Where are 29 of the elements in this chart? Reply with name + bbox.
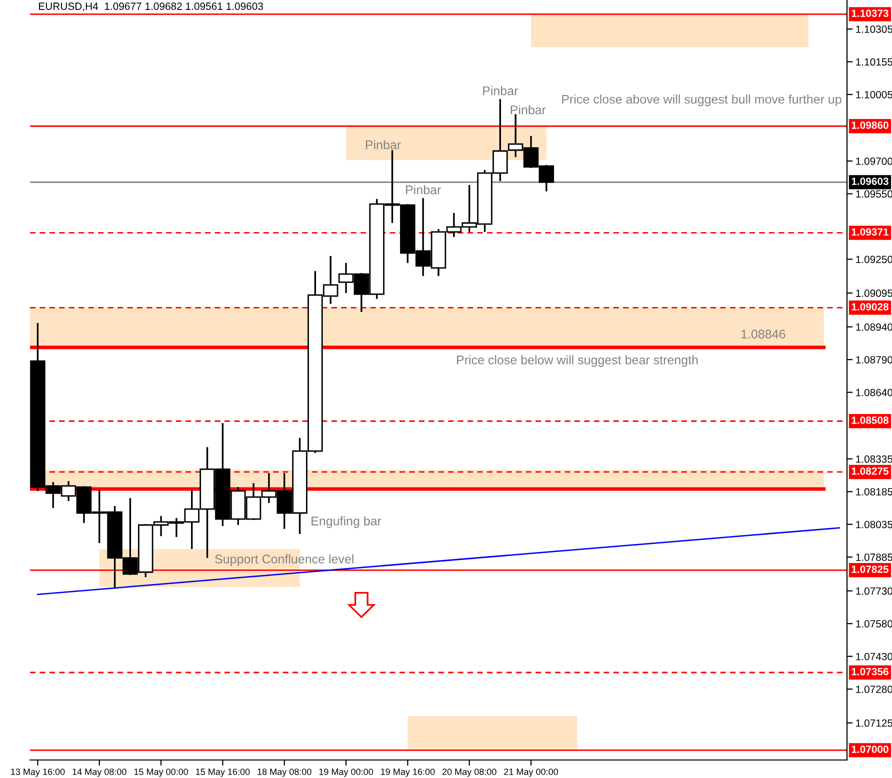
x-tick-label: 19 May 00:00 <box>319 768 374 777</box>
annotation: Pinbar <box>366 140 401 150</box>
x-tick-label: 19 May 16:00 <box>381 768 435 777</box>
annotation: Support Confluence level <box>215 554 354 566</box>
ref-line-label: 1.10373 <box>852 10 888 17</box>
x-tick-label: 20 May 08:00 <box>442 768 496 777</box>
ref-line-label: 1.09028 <box>852 303 888 310</box>
ref-line-label: 1.09860 <box>852 122 888 129</box>
ref-line-label: 1.09371 <box>852 228 889 236</box>
ref-line-label: 1.07356 <box>852 668 888 676</box>
annotation: Engufing bar <box>312 516 382 528</box>
x-tick-label: 21 May 00:00 <box>504 768 558 777</box>
x-tick-label: 15 May 16:00 <box>196 768 250 777</box>
chart-title: EURUSD,H4 1.09677 1.09682 1.09561 1.09603 <box>39 2 263 12</box>
ref-line-label: 1.07000 <box>852 746 888 753</box>
annotation: Pinbar <box>510 105 546 114</box>
annotation: Pinbar <box>483 86 518 96</box>
annotation: Pinbar <box>406 185 441 194</box>
annotation: Price close below will suggest bear strength <box>457 355 698 367</box>
ref-line-label: 1.07825 <box>852 566 889 573</box>
ref-line-label: 1.08275 <box>852 467 889 475</box>
x-tick-label: 15 May 00:00 <box>134 768 188 777</box>
annotation: Price close above will suggest bull move further up <box>562 94 842 106</box>
ref-line-label: 1.08508 <box>852 416 888 424</box>
ref-line-label: 1.09603 <box>852 178 888 186</box>
x-tick-label: 14 May 08:00 <box>72 768 126 777</box>
annotation: 1.08846 <box>742 330 786 339</box>
x-tick-label: 13 May 16:00 <box>11 768 65 777</box>
x-tick-label: 18 May 08:00 <box>258 768 312 777</box>
